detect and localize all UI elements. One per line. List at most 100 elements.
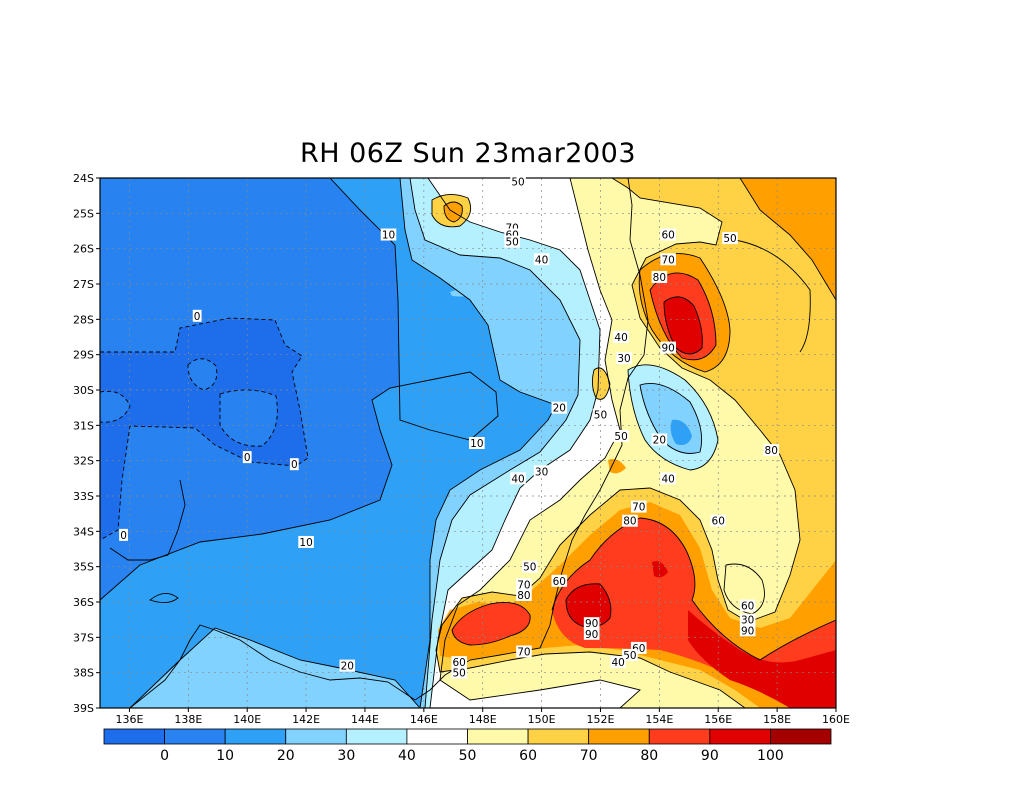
legend-swatch [406, 728, 468, 745]
contour-label-box [380, 228, 397, 241]
contour-label: 90 [585, 618, 598, 630]
longitude-axis: 136E 138E 140E 142E 144E 146E 148E 150E 152E 154E… [115, 708, 850, 726]
legend-swatch [709, 728, 771, 745]
lat-tick-label: 27S [73, 278, 94, 291]
contour-label: 50 [614, 431, 627, 443]
lon-tick-label: 156E [704, 713, 732, 726]
legend-swatch [224, 728, 287, 745]
contour-label-box [763, 444, 780, 457]
band-10-20-core [670, 419, 692, 445]
legend-label: 80 [640, 748, 658, 764]
legend-swatch [285, 728, 347, 745]
lat-tick-label: 24S [73, 172, 94, 185]
contour-label: 90 [741, 625, 754, 637]
band-0-10-hole-b [220, 389, 278, 447]
coastline [109, 178, 649, 708]
lon-tick-label: 138E [174, 713, 202, 726]
contour-label-box [504, 235, 520, 248]
contour-label-box [616, 352, 632, 365]
contour-label: 10 [470, 438, 483, 450]
legend-label: 30 [337, 748, 355, 764]
lat-tick-label: 25S [73, 207, 94, 220]
contour-label: 40 [611, 657, 624, 669]
contour-label-box [119, 528, 128, 541]
contour-label-box [583, 617, 600, 630]
contour-label-box [339, 659, 356, 672]
band-90-100-se [688, 610, 836, 708]
band-0-10-hole-a [188, 358, 217, 390]
contour-label-box [469, 437, 485, 449]
lat-tick-label: 39S [73, 702, 94, 715]
lon-tick-label: 154E [645, 713, 673, 726]
contour-label-box [516, 645, 532, 658]
legend-swatch [103, 728, 165, 745]
band-90-100-south [566, 583, 611, 627]
contour-label-box [660, 228, 676, 241]
contour-label-box [651, 270, 668, 283]
contour-label: 40 [535, 254, 548, 266]
band-80-90-sw [452, 602, 531, 645]
legend-label: 40 [398, 748, 416, 764]
legend-swatch [588, 728, 650, 745]
contour-label-box [630, 500, 647, 513]
lat-tick-label: 33S [73, 490, 94, 503]
contour-label-box [242, 451, 252, 464]
band-20-30-south [130, 628, 420, 708]
lon-tick-label: 142E [292, 713, 320, 726]
band-70-80-eddy [608, 459, 626, 474]
legend-swatch [770, 728, 832, 745]
legend-label: 50 [459, 748, 477, 764]
contour-label: 90 [662, 343, 675, 355]
contour-label-box [289, 458, 299, 471]
contour-label-box [660, 341, 676, 354]
lat-tick-label: 28S [73, 313, 94, 326]
contour-label-box [613, 331, 629, 343]
contour-label-box [583, 627, 600, 640]
contour-label: 20 [553, 403, 566, 415]
contour-label: 50 [511, 177, 524, 189]
contour-label: 50 [594, 410, 607, 422]
contour-label-box [510, 175, 526, 188]
contour-label-box [551, 401, 568, 414]
contour-label-box [622, 514, 638, 527]
lon-tick-label: 140E [233, 713, 261, 726]
contour-label-box [739, 624, 756, 637]
contour-label: 40 [614, 332, 627, 344]
contour-label: 20 [653, 434, 666, 446]
contour-label: 10 [299, 537, 312, 549]
contour-label: 60 [712, 516, 725, 528]
contour-label-box [613, 429, 629, 442]
contour-label: 70 [517, 646, 530, 658]
legend-swatch [527, 728, 590, 745]
contour-label: 0 [194, 311, 201, 323]
plot-frame [99, 177, 837, 709]
legend-swatch [164, 728, 226, 745]
contour-label: 80 [653, 272, 666, 284]
contour-label: 40 [511, 473, 524, 485]
lat-tick-label: 32S [73, 455, 94, 468]
map-title: RH 06Z Sun 23mar2003 [299, 138, 637, 169]
contour-label: 0 [120, 530, 127, 542]
contour-label-box [533, 253, 550, 266]
lat-tick-label: 37S [73, 631, 94, 644]
contour-label-box [510, 472, 526, 485]
legend-swatch [467, 728, 529, 745]
band-60-70-eddy [592, 367, 610, 400]
contour-label-box [516, 588, 532, 601]
band-60-70 [436, 178, 836, 708]
lat-tick-label: 30S [73, 384, 94, 397]
band-90-100-north [664, 296, 703, 354]
lon-tick-label: 146E [410, 713, 438, 726]
contour-label-box [651, 433, 668, 446]
contour-label-box [451, 666, 467, 679]
lat-tick-label: 29S [73, 349, 94, 362]
contour-label: 50 [523, 562, 536, 574]
contour-label: 50 [623, 650, 636, 662]
contour-label-box [660, 253, 676, 266]
legend-swatch [345, 728, 408, 745]
contour-label: 70 [517, 579, 530, 591]
contour-label: 0 [244, 452, 251, 464]
contour-label: 40 [662, 473, 675, 485]
